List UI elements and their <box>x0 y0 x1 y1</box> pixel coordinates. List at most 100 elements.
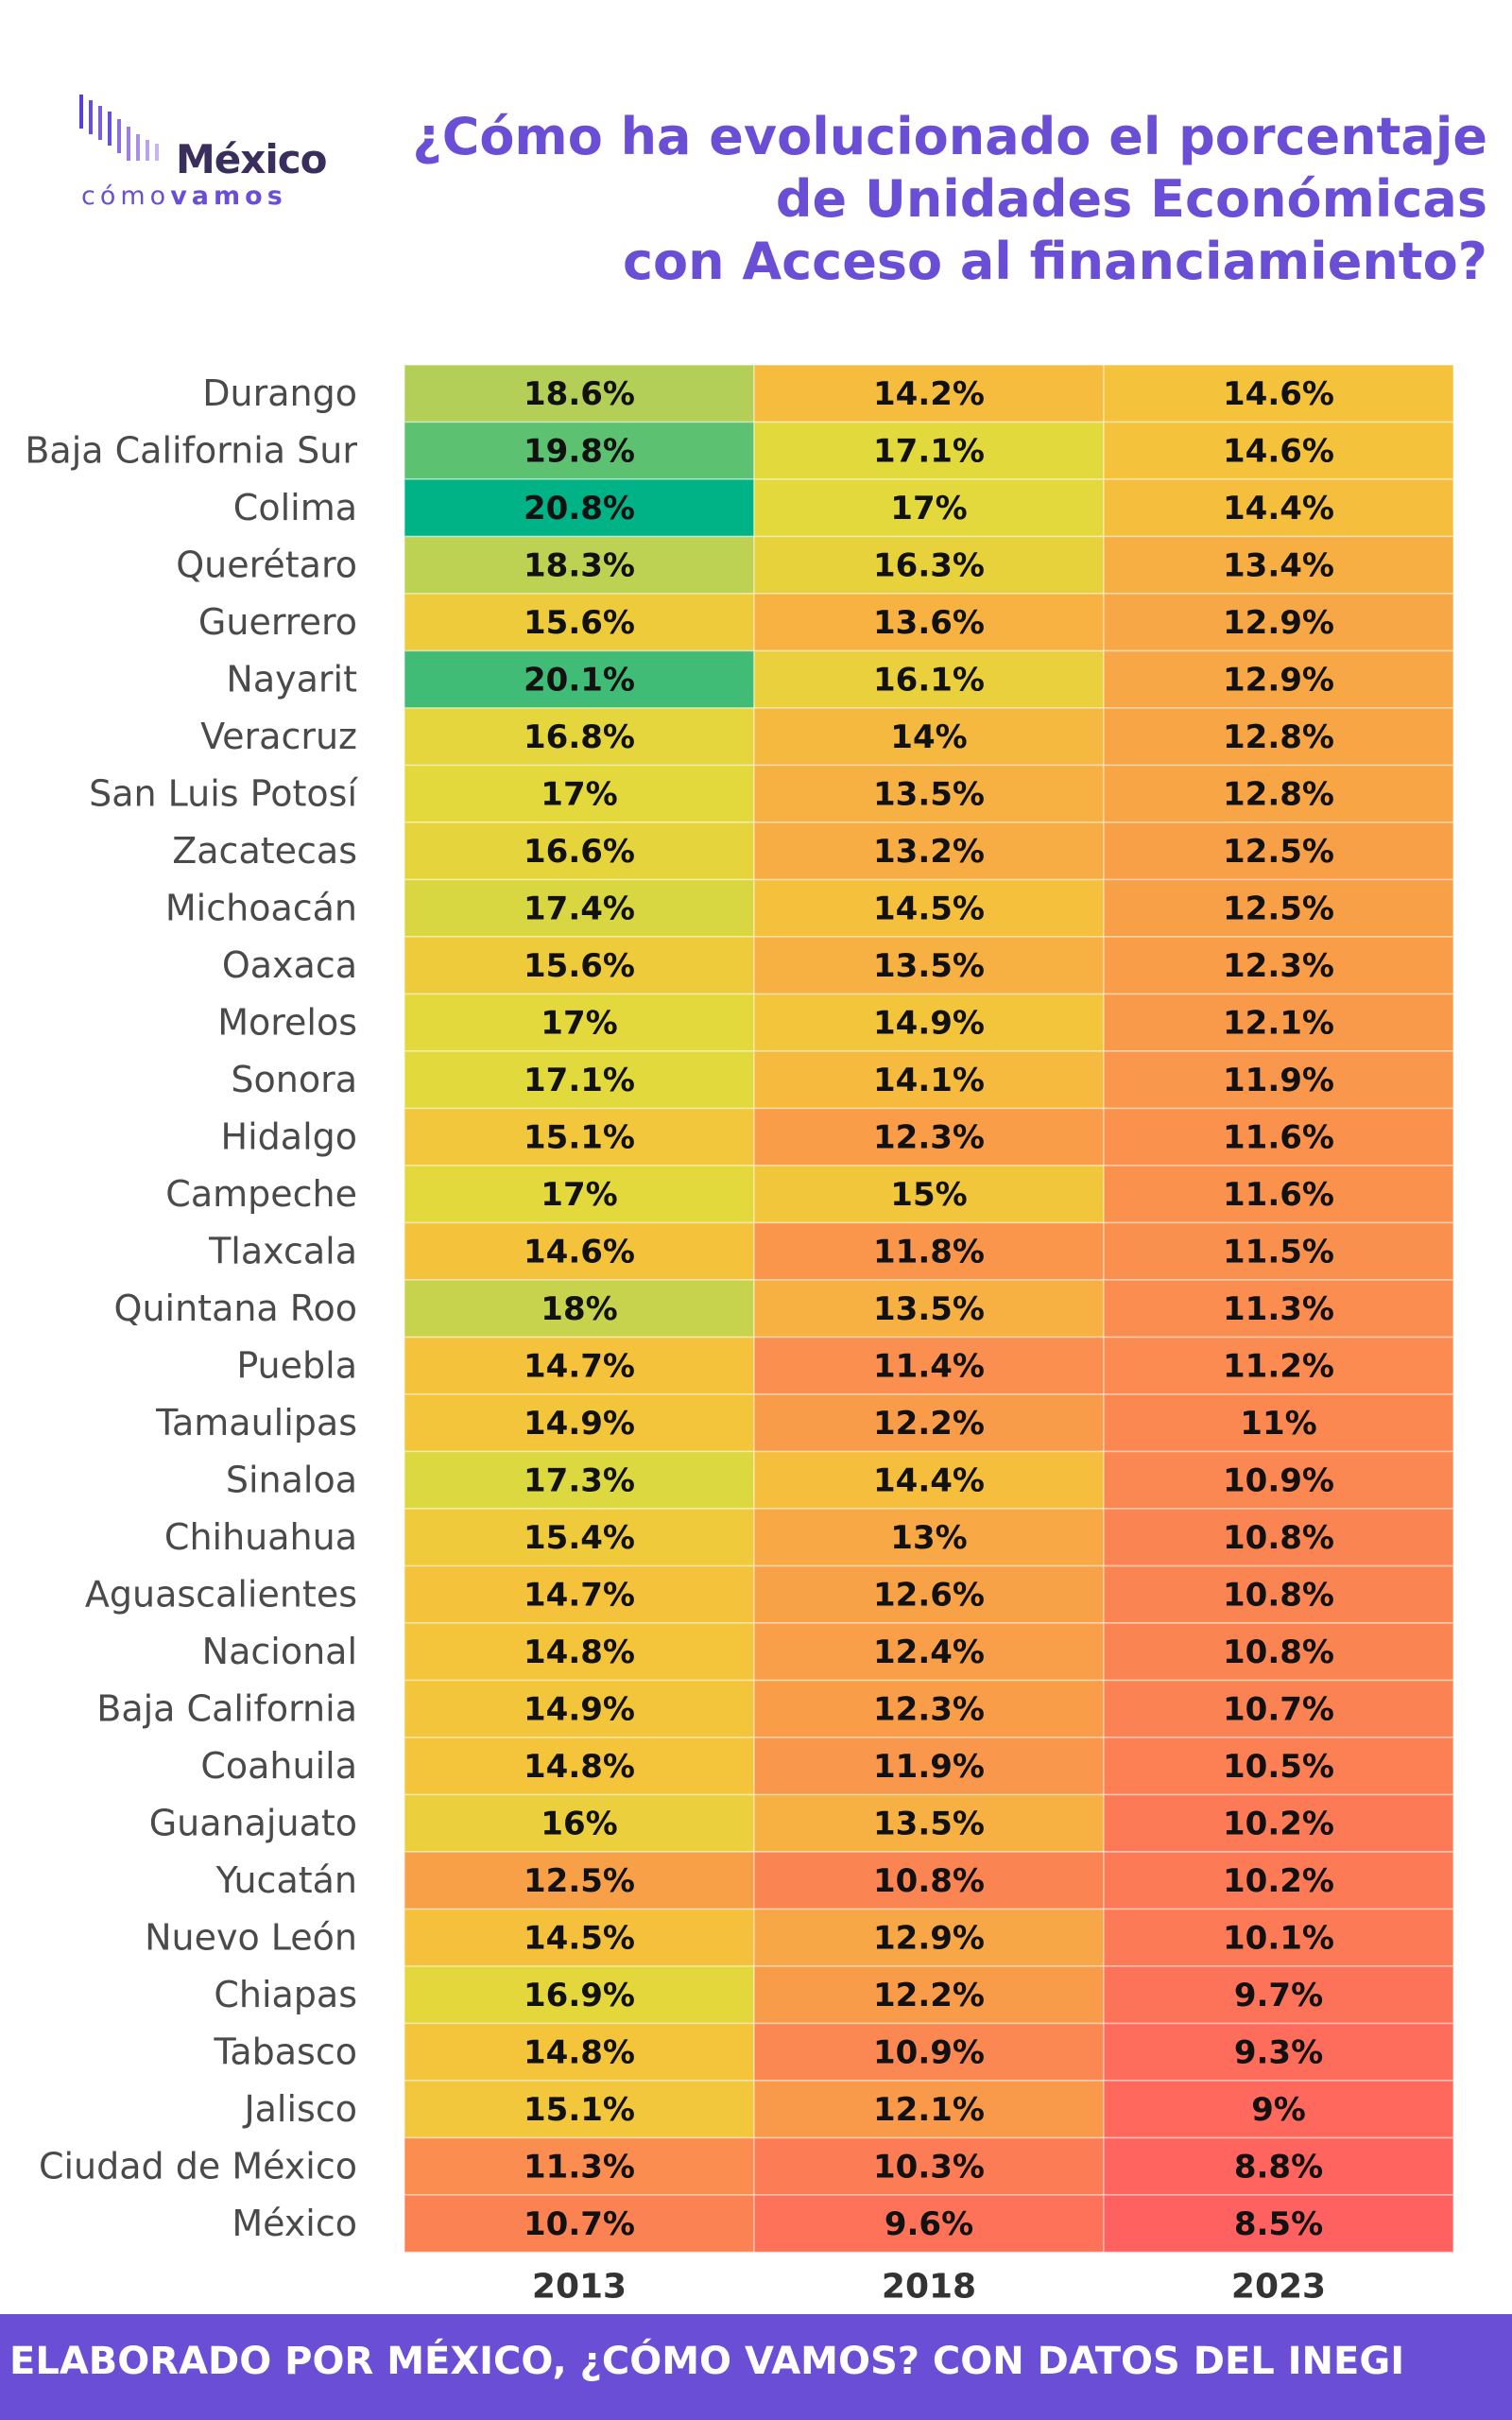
cell-value-label: 13.5% <box>873 947 985 985</box>
cell-value-label: 15.1% <box>524 2091 635 2129</box>
heatmap-cell <box>753 1965 1105 2025</box>
heatmap-cell <box>404 1336 755 1395</box>
row-label: Baja California Sur <box>25 429 357 471</box>
heatmap-cell <box>753 764 1105 823</box>
cell-value-label: 12.4% <box>873 1634 985 1671</box>
cell-value-label: 10.3% <box>873 2148 985 2186</box>
cell-value-label: 13.5% <box>873 775 985 813</box>
cell-value-label: 17.3% <box>524 1461 635 1499</box>
cell-value-label: 9.6% <box>885 2205 973 2243</box>
heatmap-cell <box>404 936 755 995</box>
cell-value-label: 11.2% <box>1223 1347 1334 1385</box>
row-label: Colima <box>233 487 357 528</box>
cell-value-label: 17% <box>541 1176 617 1214</box>
cell-value-label: 13.5% <box>873 1805 985 1842</box>
row-label: Chiapas <box>214 1974 357 2015</box>
cell-value-label: 16.6% <box>524 833 635 871</box>
heatmap-cell <box>1103 1851 1454 1910</box>
heatmap-cell <box>753 1793 1105 1853</box>
heatmap-cell <box>404 1221 755 1281</box>
cell-value-label: 16.1% <box>873 661 985 699</box>
heatmap-cell <box>1103 1622 1454 1682</box>
cell-value-label: 14.6% <box>524 1233 635 1270</box>
cell-value-label: 16.9% <box>524 1977 635 2014</box>
row-label: Durango <box>202 372 357 414</box>
cell-value-label: 10.7% <box>524 2205 635 2243</box>
cell-value-label: 12.9% <box>1223 661 1334 699</box>
heatmap-cell <box>404 2194 755 2254</box>
cell-value-label: 15.6% <box>524 604 635 642</box>
cell-value-label: 12.8% <box>1223 775 1334 813</box>
cell-value-label: 17% <box>890 490 967 527</box>
row-label: Querétaro <box>176 544 357 585</box>
cell-value-label: 10.5% <box>1223 1748 1334 1786</box>
heatmap-cell <box>753 993 1105 1052</box>
cell-value-label: 10.8% <box>1223 1634 1334 1671</box>
title-line-2: de Unidades Económicas <box>775 169 1487 229</box>
heatmap-cell <box>753 2022 1105 2082</box>
heatmap-cell <box>1103 1508 1454 1567</box>
heatmap-cell <box>404 593 755 652</box>
cell-value-label: 14.9% <box>524 1405 635 1443</box>
cell-value-label: 14.9% <box>524 1690 635 1728</box>
heatmap-cell <box>1103 1393 1454 1453</box>
cell-value-label: 11.6% <box>1223 1118 1334 1156</box>
cell-value-label: 12.3% <box>1223 947 1334 985</box>
cell-value-label: 10.8% <box>873 1862 985 1900</box>
cell-value-label: 14.1% <box>873 1062 985 1099</box>
row-label: Guerrero <box>198 601 357 643</box>
cell-value-label: 14.8% <box>524 1634 635 1671</box>
row-label: Nacional <box>202 1631 357 1672</box>
column-label: 2018 <box>882 2268 976 2307</box>
heatmap-cell <box>1103 878 1454 938</box>
row-label: Hidalgo <box>221 1115 357 1157</box>
heatmap-cell <box>404 764 755 823</box>
chart-title: ¿Cómo ha evolucionado el porcentaje de U… <box>401 106 1487 293</box>
logo-tagline-a: cómo <box>81 182 171 211</box>
column-label: 2023 <box>1231 2268 1326 2307</box>
heatmap-cell <box>1103 649 1454 709</box>
cell-value-label: 15.4% <box>524 1519 635 1557</box>
cell-value-label: 17.1% <box>524 1062 635 1099</box>
heatmap-cell <box>1103 1279 1454 1339</box>
heatmap-cell <box>1103 1965 1454 2025</box>
heatmap-cell <box>1103 364 1454 424</box>
cell-value-label: 11.9% <box>1223 1062 1334 1099</box>
row-label: Michoacán <box>165 887 357 928</box>
cell-value-label: 9.7% <box>1234 1977 1323 2014</box>
cell-value-label: 12.9% <box>873 1919 985 1957</box>
cell-value-label: 11% <box>1240 1405 1316 1443</box>
cell-value-label: 10.8% <box>1223 1576 1334 1614</box>
heatmap-cell <box>404 2080 755 2139</box>
row-label: Veracruz <box>200 716 357 757</box>
heatmap-cell <box>1103 2022 1454 2082</box>
cell-value-label: 16% <box>541 1805 617 1842</box>
heatmap-cell <box>404 1793 755 1853</box>
heatmap-cell <box>1103 1679 1454 1738</box>
heatmap-cell <box>753 1107 1105 1167</box>
cell-value-label: 14.5% <box>524 1919 635 1957</box>
cell-value-label: 15.6% <box>524 947 635 985</box>
heatmap-cell <box>404 1965 755 2025</box>
heatmap-cell <box>1103 936 1454 995</box>
heatmap-cell <box>404 1679 755 1738</box>
row-label: México <box>232 2203 357 2244</box>
cell-value-label: 18% <box>541 1290 617 1328</box>
cell-value-label: 13.6% <box>873 604 985 642</box>
cell-value-label: 18.3% <box>524 546 635 584</box>
cell-value-label: 13.4% <box>1223 546 1334 584</box>
row-label: Nuevo León <box>145 1916 357 1958</box>
heatmap-cell <box>753 1737 1105 1796</box>
heatmap-cell <box>753 1679 1105 1738</box>
row-label: Coahuila <box>200 1745 357 1787</box>
cell-value-label: 8.8% <box>1234 2148 1323 2186</box>
heatmap-cell <box>404 2136 755 2196</box>
row-label: Zacatecas <box>172 830 357 872</box>
cell-value-label: 14.5% <box>873 890 985 927</box>
heatmap-cell <box>404 1107 755 1167</box>
cell-value-label: 13.2% <box>873 833 985 871</box>
cell-value-label: 16.3% <box>873 546 985 584</box>
cell-value-label: 11.8% <box>873 1233 985 1270</box>
heatmap-cell <box>753 1622 1105 1682</box>
heatmap-cell <box>1103 593 1454 652</box>
